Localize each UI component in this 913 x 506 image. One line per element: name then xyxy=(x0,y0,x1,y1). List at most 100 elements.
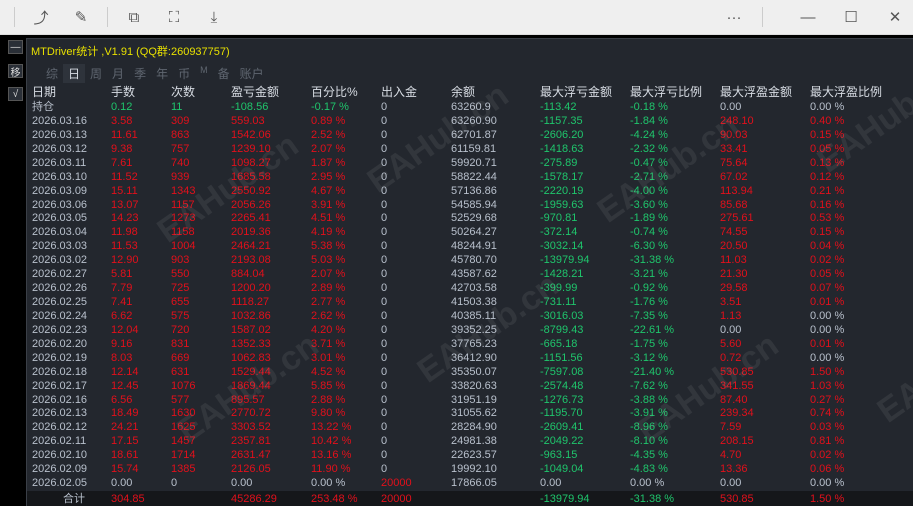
cell-max-float-profit: 530.85 xyxy=(720,493,754,505)
cell-max-float-loss: -665.18 xyxy=(540,337,578,350)
column-header: 日期 xyxy=(32,85,57,99)
cell-date: 2026.02.11 xyxy=(32,435,87,448)
minimize-button[interactable]: — xyxy=(800,8,816,26)
cell-balance: 19992.10 xyxy=(451,463,497,476)
cell-trades: 725 xyxy=(171,282,190,295)
tab-3[interactable]: 月 xyxy=(112,67,125,81)
cell-pct: -0.17 % xyxy=(311,101,349,113)
cell-trades: 720 xyxy=(171,323,190,336)
cell-max-float-loss-pct: -7.62 % xyxy=(630,379,668,392)
close-button[interactable]: ✕ xyxy=(888,9,902,26)
cell-lots: 0.00 xyxy=(111,477,133,490)
cell-max-float-profit-pct: 1.03 % xyxy=(810,379,845,392)
cell-lots: 11.52 xyxy=(111,170,138,183)
cell-trades: 863 xyxy=(171,128,190,141)
cell-max-float-loss: -275.89 xyxy=(540,156,578,169)
cell-balance: 48244.91 xyxy=(451,240,497,253)
cell-pct: 2.88 % xyxy=(311,393,346,406)
cell-date: 2026.02.26 xyxy=(32,282,88,295)
check-button[interactable]: √ xyxy=(8,87,23,101)
tab-2[interactable]: 周 xyxy=(90,67,103,81)
more-button[interactable]: ··· xyxy=(726,8,742,26)
tab-4[interactable]: 季 xyxy=(134,67,147,81)
cell-pnl: 1032.86 xyxy=(231,309,271,322)
cell-trades: 1157 xyxy=(171,198,195,211)
table-row: 2026.03.03 11.53 1004 2464.21 5.38 % 0 48244.9… xyxy=(27,239,913,253)
cell-trades: 575 xyxy=(171,309,190,322)
cell-pct: 2.07 % xyxy=(311,142,346,155)
maximize-button[interactable]: ☐ xyxy=(844,9,858,26)
cell-date: 2026.02.17 xyxy=(32,379,88,392)
divider xyxy=(762,7,763,27)
move-button[interactable]: 移 xyxy=(8,64,23,79)
cell-max-float-profit: 85.68 xyxy=(720,198,748,211)
cell-max-float-profit-pct: 0.40 % xyxy=(810,114,845,127)
cell-lots: 12.45 xyxy=(111,379,139,392)
cell-trades: 1158 xyxy=(171,226,195,239)
cell-max-float-profit: 113.94 xyxy=(720,184,753,197)
tab-9[interactable]: 账户 xyxy=(239,67,264,81)
table-row: 2026.02.26 7.79 725 1200.20 2.89 % 0 42703.58 -… xyxy=(27,281,913,295)
cell-pnl: 895.57 xyxy=(231,393,265,406)
cell-max-float-loss-pct: -1.89 % xyxy=(630,212,668,225)
chart-area xyxy=(0,35,913,39)
translate-icon[interactable]: ⧉ xyxy=(128,8,140,26)
cell-balance: 17866.05 xyxy=(451,477,497,490)
cell-max-float-loss-pct: -4.24 % xyxy=(630,128,668,141)
cell-max-float-loss-pct: -3.12 % xyxy=(630,351,668,364)
cell-max-float-profit: 208.15 xyxy=(720,435,754,448)
cell-lots: 7.79 xyxy=(111,282,133,295)
window-titlebar: ⤴ ✎ ⧉ ⛶ ⤓ ··· — ☐ ✕ xyxy=(0,0,913,35)
table-row: 2026.02.20 9.16 831 1352.33 3.71 % 0 37765.23 -… xyxy=(27,337,913,351)
cell-max-float-loss: -2609.41 xyxy=(540,421,584,434)
collapse-button[interactable]: — xyxy=(8,40,23,54)
cell-trades: 757 xyxy=(171,142,190,155)
cell-max-float-profit: 21.30 xyxy=(720,268,748,281)
rotate-icon[interactable]: ⤴ xyxy=(33,9,49,27)
table-row: 2026.02.16 6.56 577 895.57 2.88 % 0 31951.19 -1… xyxy=(27,393,913,407)
cell-max-float-profit: 341.55 xyxy=(720,379,754,392)
cell-pct: 5.03 % xyxy=(311,254,346,267)
cell-pnl: 1239.10 xyxy=(231,142,271,155)
cell-lots: 18.49 xyxy=(111,407,139,420)
tab-0[interactable]: 综 xyxy=(46,67,59,81)
table-row: 2026.03.09 15.11 1343 2550.92 4.67 % 0 57136.8… xyxy=(27,184,913,198)
tab-8[interactable]: 备 xyxy=(217,67,230,81)
cell-max-float-loss-pct: -3.88 % xyxy=(630,393,668,406)
cell-balance: 39352.25 xyxy=(451,323,497,336)
cell-deposit: 0 xyxy=(381,449,388,462)
cell-balance: 57136.86 xyxy=(451,184,497,197)
cell-date: 2026.02.13 xyxy=(32,407,88,420)
tab-1[interactable]: 日 xyxy=(63,64,86,83)
cell-date: 2026.02.20 xyxy=(32,337,88,350)
tab-7[interactable]: M xyxy=(200,65,208,75)
cell-max-float-profit-pct: 0.53 % xyxy=(810,212,845,225)
cell-pct: 4.52 % xyxy=(311,365,346,378)
cell-max-float-loss-pct: -31.38 % xyxy=(630,493,675,505)
screenshot-icon[interactable]: ⛶ xyxy=(168,8,180,26)
tab-5[interactable]: 年 xyxy=(156,67,169,81)
cell-max-float-profit: 0.00 xyxy=(720,323,742,336)
cell-max-float-profit-pct: 1.50 % xyxy=(810,365,845,378)
cell-trades: 740 xyxy=(171,156,190,169)
column-header: 最大浮盈金额 xyxy=(720,85,793,99)
cell-max-float-loss-pct: -3.60 % xyxy=(630,198,668,211)
cell-pct: 13.16 % xyxy=(311,449,352,462)
cell-max-float-profit: 0.72 xyxy=(720,351,742,364)
cell-lots: 3.58 xyxy=(111,114,133,127)
cell-date: 2026.02.18 xyxy=(32,365,88,378)
cell-max-float-profit: 0.00 xyxy=(720,101,742,113)
edit-icon[interactable]: ✎ xyxy=(74,9,88,26)
cell-lots: 8.03 xyxy=(111,351,133,364)
cell-max-float-profit: 90.03 xyxy=(720,128,748,141)
cell-max-float-loss: -1151.56 xyxy=(540,351,583,364)
total-row: 合计 304.85 45286.29 253.48 % 20000 -13979.94 -3… xyxy=(27,491,913,506)
cell-balance: 59920.71 xyxy=(451,156,497,169)
cell-deposit: 0 xyxy=(381,268,388,281)
download-icon[interactable]: ⤓ xyxy=(210,8,218,26)
cell-pct: 0.00 % xyxy=(311,477,346,490)
tab-6[interactable]: 币 xyxy=(178,67,191,81)
cell-deposit: 0 xyxy=(381,407,388,420)
table-row: 2026.02.13 18.49 1630 2770.72 9.80 % 0 31055.6… xyxy=(27,406,913,420)
cell-max-float-profit-pct: 0.16 % xyxy=(810,198,845,211)
